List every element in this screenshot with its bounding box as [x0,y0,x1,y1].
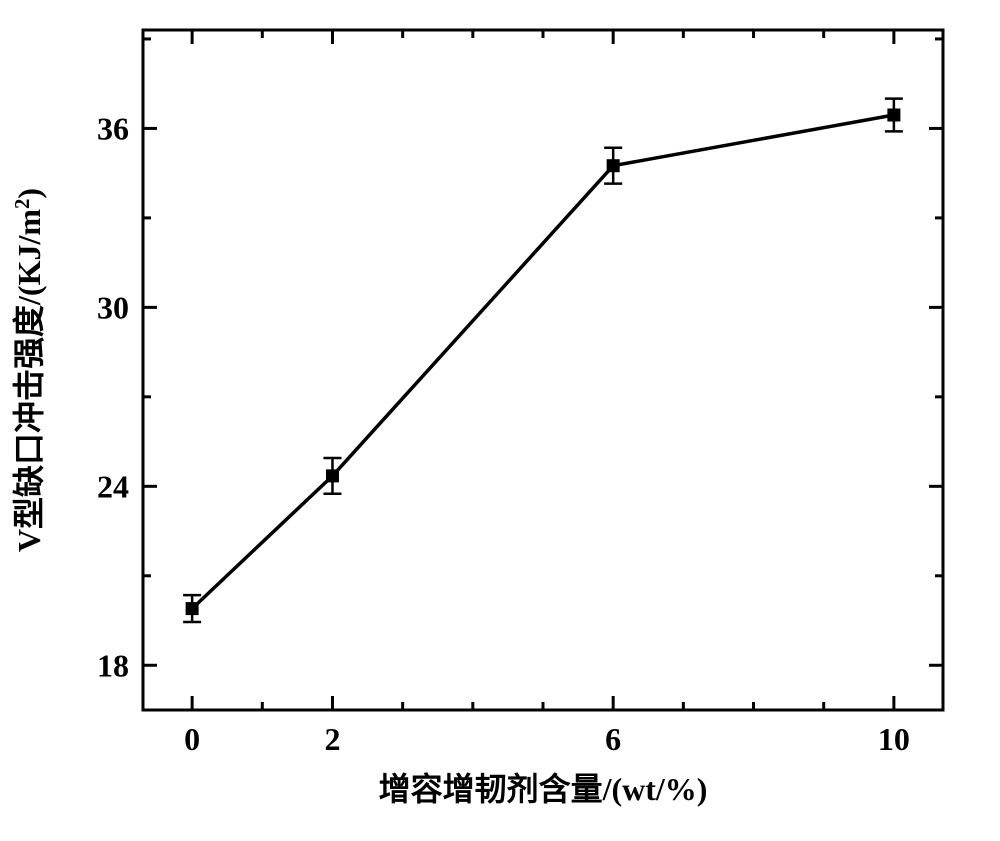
x-tick-label: 6 [605,721,621,757]
data-line [192,115,894,609]
line-chart: 0 2 6 10 18 24 30 36 增容增韧剂含量/(wt/%) V型缺口冲击强度/(KJ/… [0,0,1000,841]
chart-container: 0 2 6 10 18 24 30 36 增容增韧剂含量/(wt/%) V型缺口冲击强度/(KJ/… [0,0,1000,841]
y-tick-label: 18 [97,647,129,683]
data-marker [186,603,198,615]
y-axis-label: V型缺口冲击强度/(KJ/m2) [11,188,48,552]
plot-border [143,30,943,710]
x-tick-label: 2 [324,721,340,757]
y-tick-label: 24 [97,468,129,504]
data-marker [888,109,900,121]
x-axis-label: 增容增韧剂含量/(wt/%) [379,771,708,807]
x-tick-label: 10 [878,721,910,757]
data-marker [607,160,619,172]
y-tick-label: 30 [97,289,129,325]
data-marker [326,470,338,482]
y-tick-label: 36 [97,110,129,146]
x-tick-label: 0 [184,721,200,757]
